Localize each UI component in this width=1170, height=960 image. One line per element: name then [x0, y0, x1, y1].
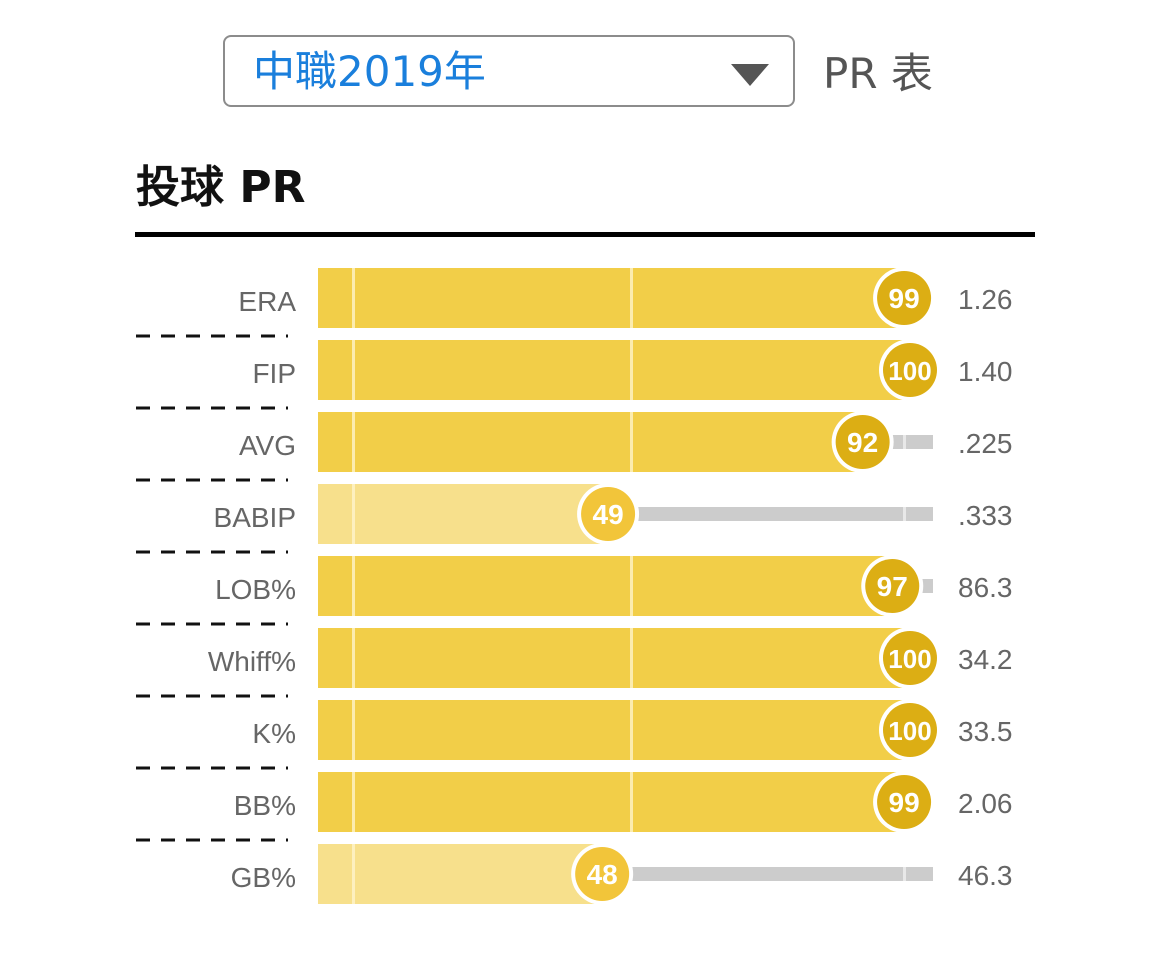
reference-line	[352, 556, 355, 616]
chevron-down-icon[interactable]	[731, 64, 769, 86]
percentile-bar	[318, 628, 910, 688]
pr-table-label: PR 表	[823, 49, 933, 98]
track-bar	[608, 507, 933, 521]
category-label: ERA	[238, 286, 296, 317]
percentile-label: 97	[877, 571, 908, 602]
reference-line	[352, 412, 355, 472]
reference-line	[352, 484, 355, 544]
track-tick	[903, 435, 906, 449]
category-label: FIP	[252, 358, 296, 389]
reference-line	[630, 772, 633, 832]
percentile-bar	[318, 700, 910, 760]
track-tick	[903, 507, 906, 521]
percentile-label: 100	[888, 644, 931, 674]
percentile-bar	[318, 772, 905, 832]
reference-line	[630, 628, 633, 688]
percentile-badge	[575, 847, 630, 901]
percentile-bar	[318, 556, 893, 616]
percentile-badge	[883, 631, 937, 685]
percentile-label: 100	[888, 356, 931, 386]
track-tick	[903, 867, 906, 881]
stat-value-label: 33.5	[958, 716, 1013, 747]
stat-value-label: 86.3	[958, 572, 1013, 603]
stat-value-label: .333	[958, 500, 1013, 531]
category-label: BABIP	[214, 502, 296, 533]
reference-line	[352, 844, 355, 904]
reference-line	[630, 700, 633, 760]
section-title: 投球 PR	[136, 162, 306, 213]
stat-value-label: 1.26	[958, 284, 1013, 315]
percentile-label: 48	[587, 859, 618, 890]
category-label: AVG	[239, 430, 296, 461]
category-label: LOB%	[215, 574, 296, 605]
category-label: BB%	[234, 790, 296, 821]
reference-line	[352, 700, 355, 760]
percentile-badge	[865, 559, 920, 613]
percentile-bar	[318, 340, 910, 400]
percentile-bar	[318, 268, 905, 328]
reference-line	[630, 412, 633, 472]
percentile-badge	[883, 343, 937, 397]
section-divider	[135, 232, 1035, 237]
percentile-label: 99	[889, 787, 920, 818]
percentile-label: 100	[888, 716, 931, 746]
season-selector-value: 中職2019年	[253, 47, 486, 96]
stat-value-label: .225	[958, 428, 1013, 459]
reference-line	[352, 628, 355, 688]
percentile-badge	[883, 703, 937, 757]
reference-line	[630, 556, 633, 616]
percentile-badge	[581, 487, 636, 541]
stat-value-label: 1.40	[958, 356, 1013, 387]
reference-line	[630, 268, 633, 328]
stat-value-label: 34.2	[958, 644, 1013, 675]
stat-value-label: 46.3	[958, 860, 1013, 891]
category-label: GB%	[231, 862, 296, 893]
season-selector[interactable]: 中職2019年	[223, 35, 795, 107]
percentile-badge	[877, 775, 932, 829]
category-label: Whiff%	[208, 646, 296, 677]
percentile-label: 49	[593, 499, 624, 530]
reference-line	[630, 340, 633, 400]
percentile-label: 99	[889, 283, 920, 314]
percentile-bar	[318, 484, 609, 544]
percentile-label: 92	[847, 427, 878, 458]
reference-line	[352, 268, 355, 328]
category-label: K%	[252, 718, 296, 749]
reference-line	[352, 772, 355, 832]
percentile-bar	[318, 412, 863, 472]
track-bar	[602, 867, 933, 881]
stat-value-label: 2.06	[958, 788, 1013, 819]
percentile-bar	[318, 844, 603, 904]
percentile-badge	[835, 415, 890, 469]
percentile-badge	[877, 271, 932, 325]
reference-line	[352, 340, 355, 400]
